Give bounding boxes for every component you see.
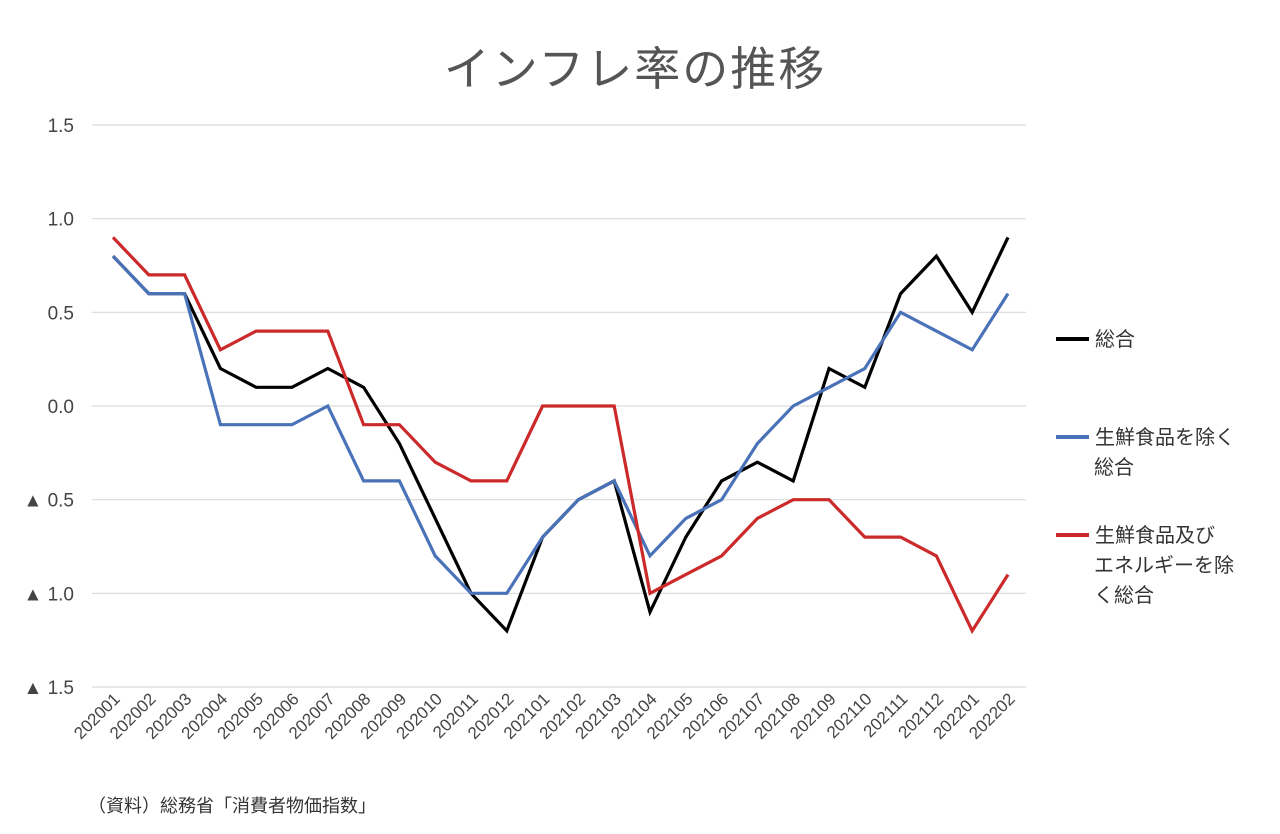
- source-note: （資料）総務省「消費者物価指数」: [88, 796, 376, 817]
- legend-label: 総合: [1095, 327, 1135, 351]
- y-tick-label: 0.0: [48, 397, 74, 418]
- y-axis-labels: 1.5 1.0 0.5 0.0 ▲ 0.5 ▲ 1.0 ▲ 1.5: [24, 116, 75, 699]
- y-tick-label: ▲ 1.5: [24, 678, 75, 699]
- legend-label: 生鮮食品及び: [1095, 523, 1215, 547]
- series-line-2: [111, 254, 1010, 595]
- series-lines: [111, 236, 1010, 635]
- y-tick-label: 1.0: [48, 210, 74, 231]
- series-line-3: [111, 236, 1010, 635]
- legend-label: 総合: [1094, 455, 1134, 479]
- chart-title: インフレ率の推移: [444, 42, 827, 96]
- gridlines: [92, 124, 1026, 688]
- legend-label: 生鮮食品を除く: [1095, 425, 1235, 449]
- y-tick-label: 0.5: [48, 303, 74, 324]
- series-line-1: [111, 236, 1010, 634]
- x-axis-labels: 2020012020022020032020042020052020062020…: [70, 689, 1019, 743]
- y-tick-label: ▲ 0.5: [24, 491, 75, 512]
- legend-label: エネルギーを除: [1094, 553, 1234, 577]
- y-tick-label: 1.5: [48, 116, 74, 137]
- y-tick-label: ▲ 1.0: [24, 584, 75, 605]
- legend-label: く総合: [1094, 583, 1154, 607]
